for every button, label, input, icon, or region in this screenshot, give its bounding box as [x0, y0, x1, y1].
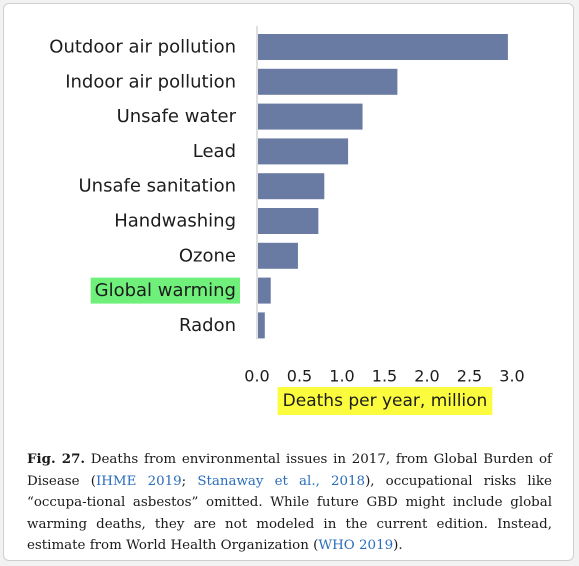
figure-label: Fig. 27. — [27, 451, 86, 467]
category-highlight-global-warming — [90, 277, 240, 304]
figure-caption: Fig. 27. Deaths from environmental issue… — [27, 449, 552, 557]
category-label-outdoor-air-pollution: Outdoor air pollution — [49, 37, 236, 58]
x-tick-label-5: 2.5 — [457, 367, 482, 386]
caption-text-2: ), occupational risks like “occupa-tiona… — [27, 473, 552, 554]
x-tick-label-2: 1.0 — [329, 367, 354, 386]
bar-outdoor-air-pollution — [258, 34, 508, 60]
category-labels-layer: Outdoor air pollution Indoor air pollutio… — [49, 37, 240, 336]
x-tick-label-4: 2.0 — [414, 367, 439, 386]
category-label-indoor-air-pollution: Indoor air pollution — [65, 71, 236, 92]
x-axis-label: Deaths per year, million — [283, 391, 488, 411]
x-tick-label-3: 1.5 — [372, 367, 397, 386]
category-label-handwashing: Handwashing — [114, 211, 236, 232]
caption-text-3: ). — [393, 538, 403, 553]
x-tick-label-1: 0.5 — [287, 367, 312, 386]
category-label-unsafe-sanitation: Unsafe sanitation — [78, 176, 236, 197]
caption-separator: ; — [181, 473, 198, 489]
category-label-ozone: Ozone — [179, 245, 236, 266]
reference-link-who[interactable]: WHO 2019 — [318, 538, 394, 553]
x-axis-label-highlight — [277, 387, 493, 415]
x-tick-label-0: 0.0 — [244, 367, 269, 386]
bar-radon — [258, 312, 265, 339]
category-label-global-warming: Global warming — [95, 280, 236, 301]
reference-link-stanaway[interactable]: Stanaway et al., 2018 — [197, 473, 366, 489]
bar-lead — [258, 138, 349, 165]
bar-handwashing — [258, 208, 319, 234]
caption-text-1: Deaths from environmental issues in 2017… — [27, 452, 552, 489]
bar-ozone — [258, 242, 298, 269]
category-label-radon: Radon — [179, 315, 236, 336]
bar-unsafe-water — [258, 103, 363, 130]
bars-layer — [258, 34, 508, 339]
bar-global-warming — [258, 277, 271, 304]
category-label-unsafe-water: Unsafe water — [117, 106, 237, 127]
reference-link-ihme[interactable]: IHME 2019 — [95, 473, 182, 489]
bar-unsafe-sanitation — [258, 173, 325, 200]
x-tick-label-6: 3.0 — [499, 367, 524, 386]
bar-indoor-air-pollution — [258, 68, 398, 95]
x-tick-labels-layer: 0.0 0.5 1.0 1.5 2.0 2.5 3.0 — [244, 367, 524, 386]
category-label-lead: Lead — [193, 141, 236, 162]
bar-chart: Outdoor air pollution Indoor air pollutio… — [49, 26, 525, 415]
